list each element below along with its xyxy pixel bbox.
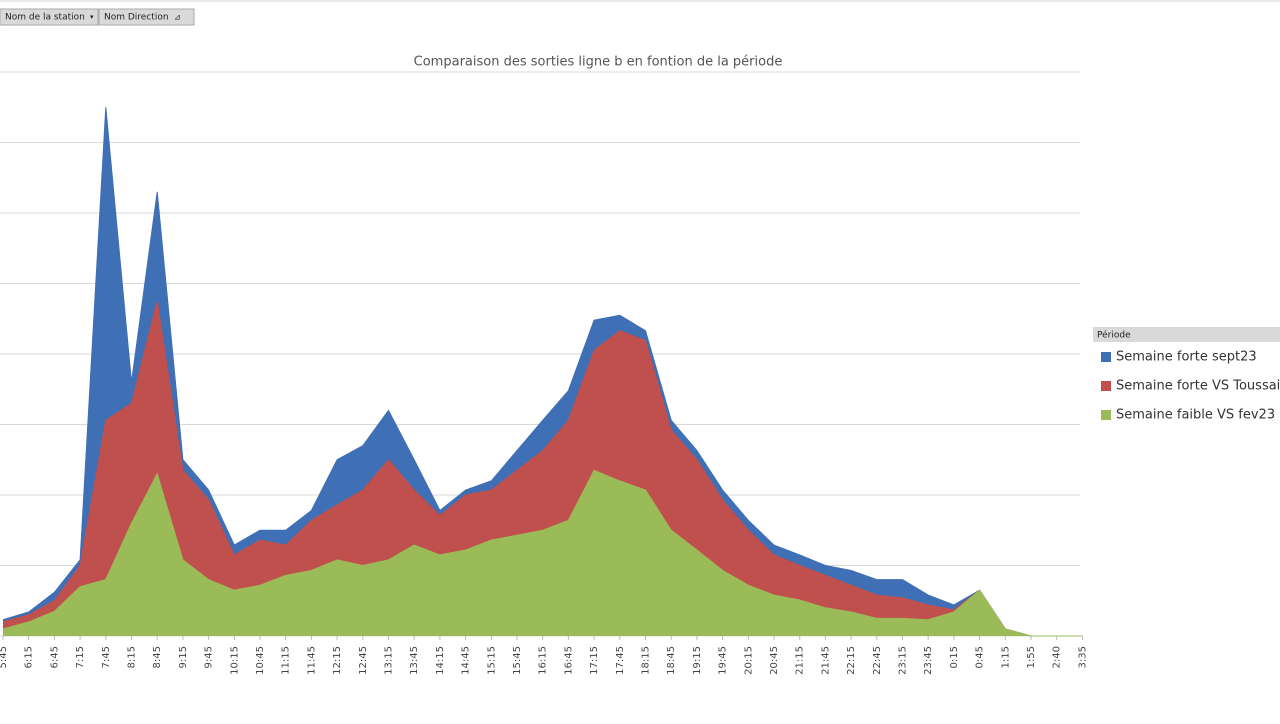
x-tick-label: 19:15 bbox=[692, 646, 703, 675]
x-tick-label: 18:15 bbox=[641, 646, 652, 675]
x-tick-label: 1:15 bbox=[1000, 646, 1011, 668]
x-tick-label: 23:45 bbox=[923, 646, 934, 675]
x-tick-label: 11:45 bbox=[306, 646, 317, 675]
x-tick-label: 21:15 bbox=[795, 646, 806, 675]
filter-icon: ⊿ bbox=[174, 13, 181, 22]
legend-swatch bbox=[1101, 352, 1111, 362]
x-tick-label: 9:45 bbox=[204, 646, 215, 668]
x-tick-label: 20:45 bbox=[769, 646, 780, 675]
x-tick-label: 11:15 bbox=[281, 646, 292, 675]
x-tick-label: 12:45 bbox=[358, 646, 369, 675]
legend-title: Période bbox=[1097, 330, 1131, 341]
chart-title: Comparaison des sorties ligne b en fonti… bbox=[414, 55, 783, 70]
x-tick-label: 15:45 bbox=[512, 646, 523, 675]
filter-button[interactable] bbox=[98, 8, 195, 26]
x-tick-label: 21:45 bbox=[820, 646, 831, 675]
x-tick-label: 13:45 bbox=[409, 646, 420, 675]
x-tick-label: 8:45 bbox=[152, 646, 163, 668]
x-tick-label: 10:45 bbox=[255, 646, 266, 675]
x-tick-label: 12:15 bbox=[332, 646, 343, 675]
filter-label: Nom de la station bbox=[5, 13, 85, 23]
x-tick-label: 17:45 bbox=[615, 646, 626, 675]
x-tick-label: 8:15 bbox=[127, 646, 138, 668]
x-tick-label: 5:45 bbox=[0, 646, 9, 668]
x-tick-label: 7:45 bbox=[101, 646, 112, 668]
area-fill bbox=[3, 470, 1083, 636]
legend-header bbox=[1093, 327, 1280, 342]
x-tick-label: 18:45 bbox=[666, 646, 677, 675]
x-tick-label: 2:40 bbox=[1052, 646, 1063, 668]
x-tick-label: 0:15 bbox=[949, 646, 960, 668]
legend-label: Semaine forte sept23 bbox=[1116, 350, 1257, 365]
x-tick-label: 0:45 bbox=[975, 646, 986, 668]
x-tick-label: 13:15 bbox=[384, 646, 395, 675]
x-tick-label: 16:15 bbox=[538, 646, 549, 675]
x-tick-label: 19:45 bbox=[718, 646, 729, 675]
filter-arrow: ▾ bbox=[90, 13, 94, 21]
area-edge bbox=[2, 107, 1083, 637]
x-tick-label: 23:15 bbox=[898, 646, 909, 675]
area-edge bbox=[2, 469, 1083, 637]
legend-swatch bbox=[1101, 381, 1111, 391]
x-tick-label: 14:45 bbox=[461, 646, 472, 675]
x-tick-label: 15:15 bbox=[486, 646, 497, 675]
legend-swatch bbox=[1101, 410, 1111, 420]
x-tick-label: 3:35 bbox=[1077, 646, 1088, 668]
x-tick-label: 16:45 bbox=[563, 646, 574, 675]
legend-label: Semaine forte VS Toussaint bbox=[1116, 379, 1280, 394]
filter-label: Nom Direction bbox=[104, 13, 169, 23]
x-tick-label: 6:15 bbox=[24, 646, 35, 668]
x-tick-label: 22:15 bbox=[846, 646, 857, 675]
x-tick-label: 9:15 bbox=[178, 646, 189, 668]
legend-label: Semaine faible VS fev23 bbox=[1116, 408, 1275, 423]
x-tick-label: 7:15 bbox=[75, 646, 86, 668]
area-edge bbox=[2, 301, 1083, 637]
x-tick-label: 6:45 bbox=[49, 646, 60, 668]
x-tick-label: 10:15 bbox=[229, 646, 240, 675]
x-tick-label: 17:15 bbox=[589, 646, 600, 675]
x-tick-label: 22:45 bbox=[872, 646, 883, 675]
filter-button[interactable] bbox=[0, 8, 99, 26]
area-fill bbox=[3, 301, 1083, 636]
x-tick-label: 14:15 bbox=[435, 646, 446, 675]
x-tick-label: 1:55 bbox=[1026, 646, 1037, 668]
x-tick-label: 20:15 bbox=[743, 646, 754, 675]
